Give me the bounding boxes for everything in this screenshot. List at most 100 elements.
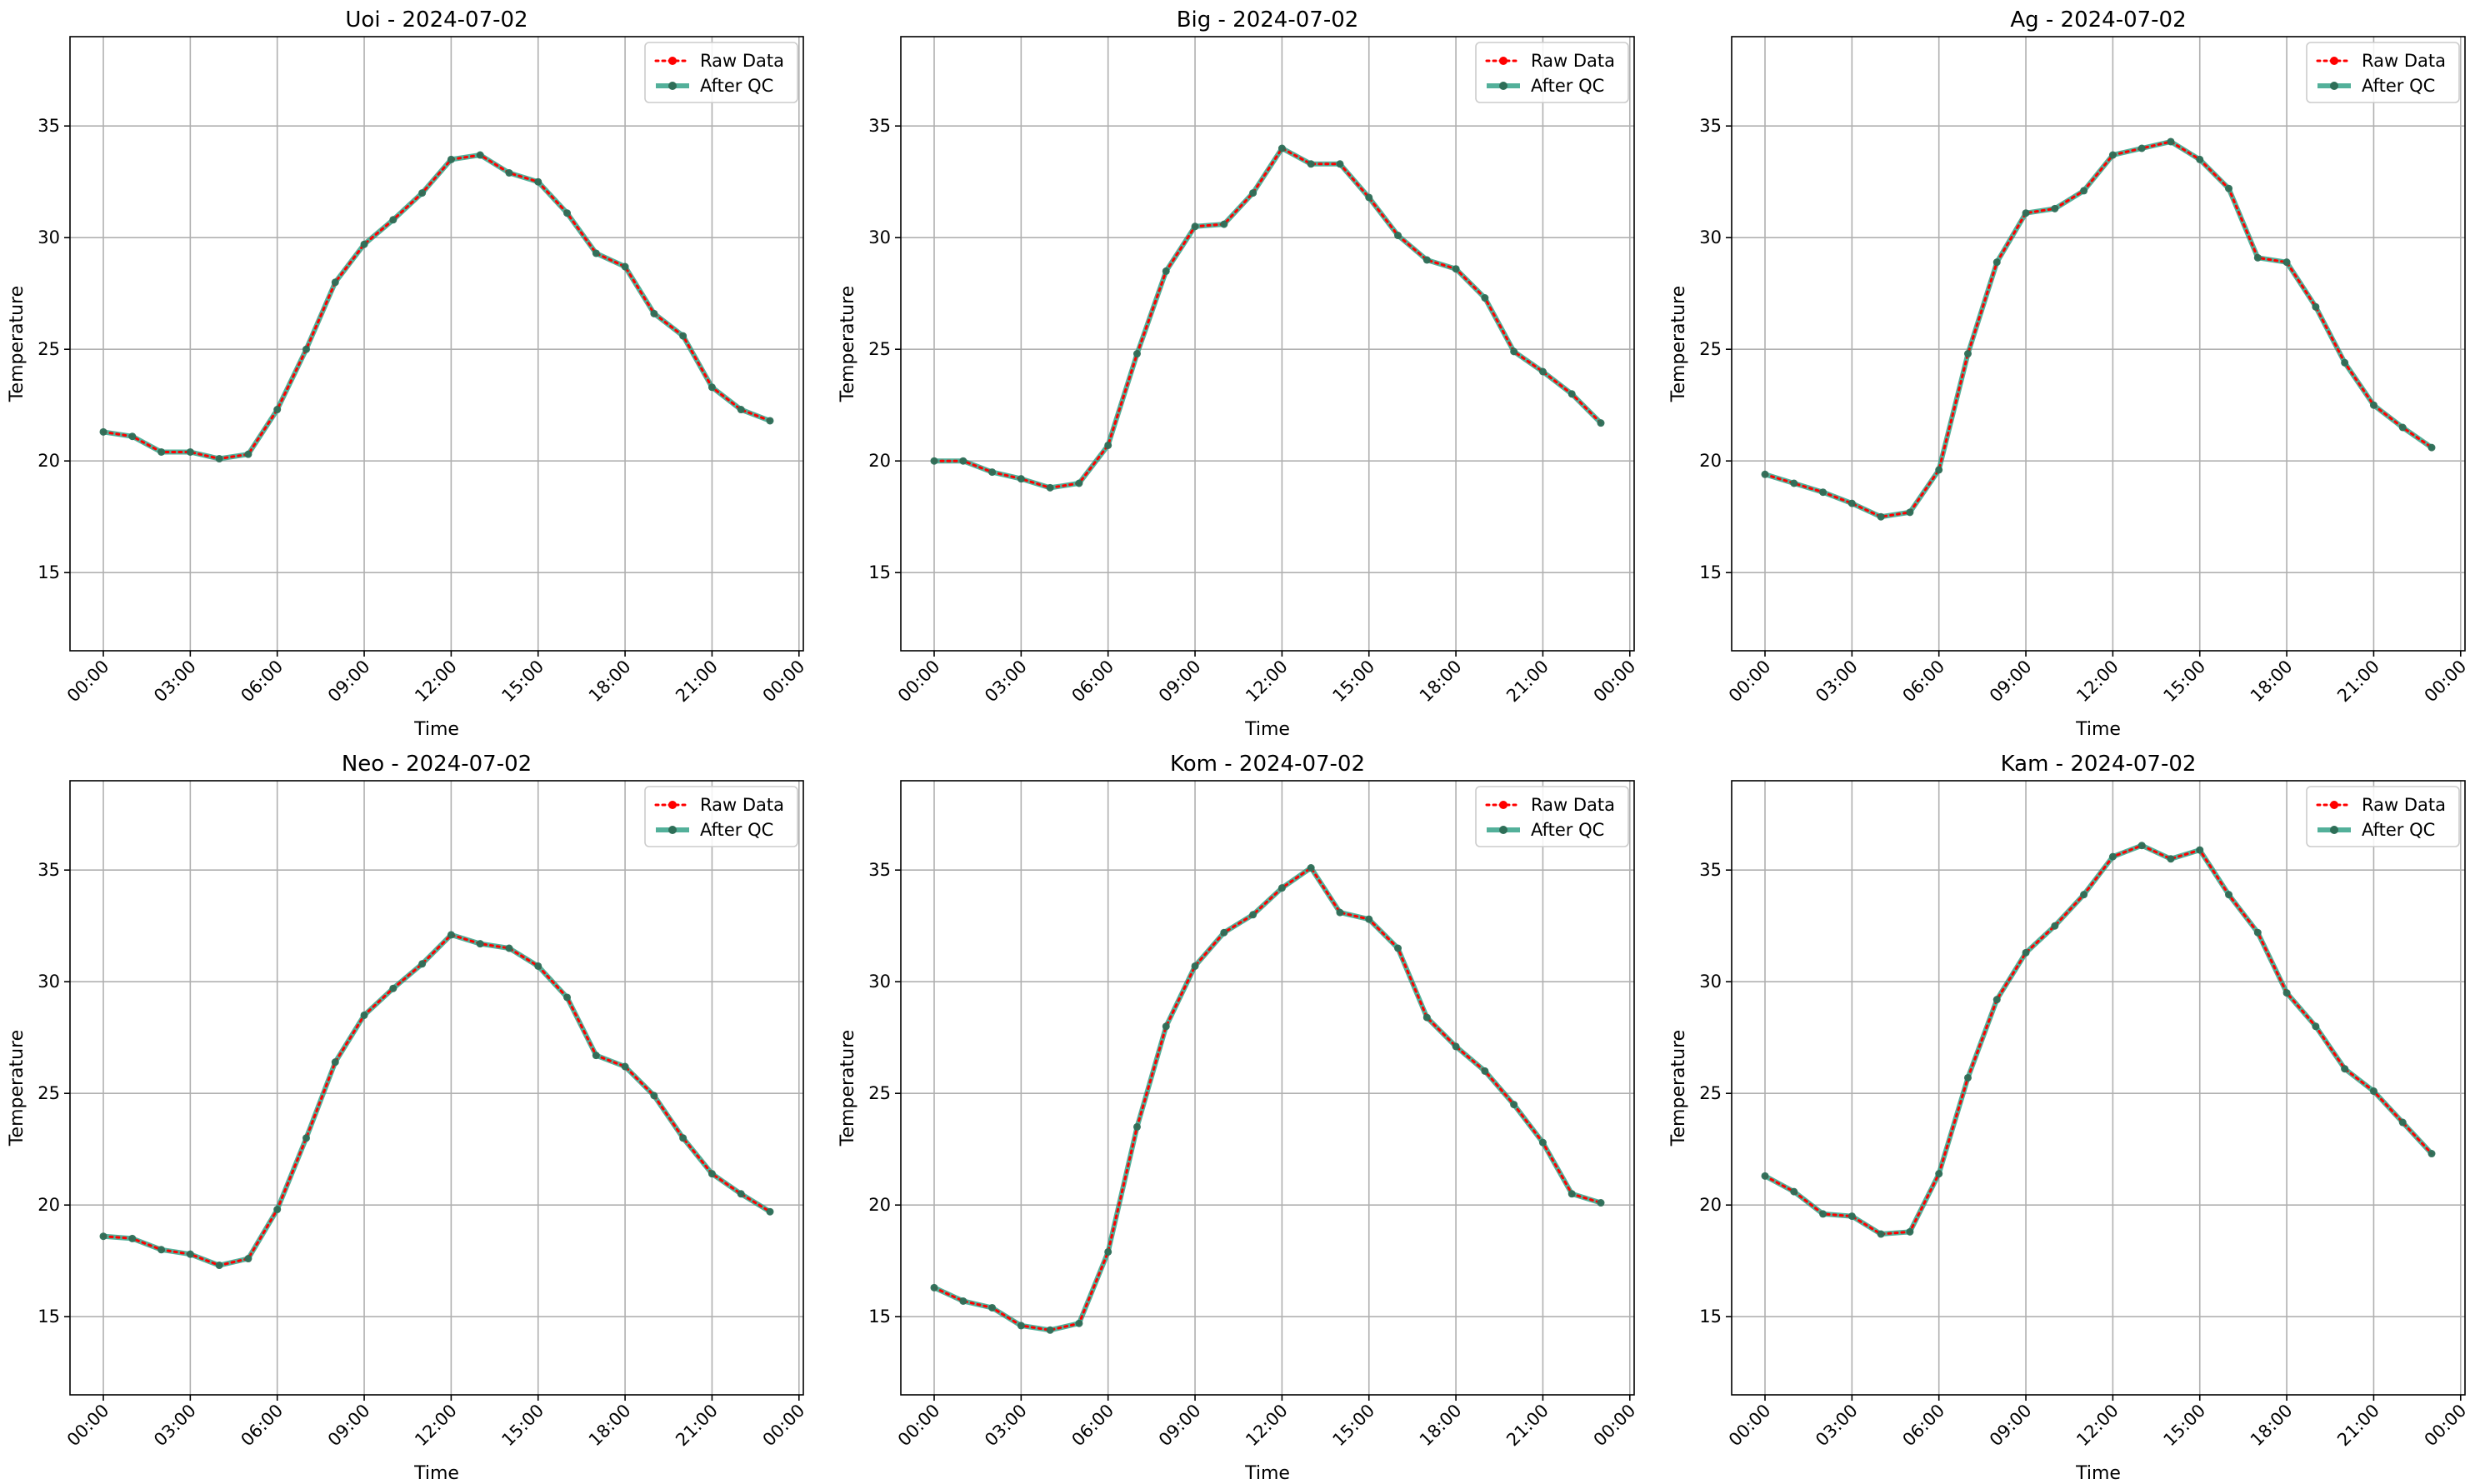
data-point [389, 216, 398, 224]
data-point [2167, 137, 2175, 146]
data-point [1790, 479, 1798, 487]
subplot-title: Big - 2024-07-02 [1177, 7, 1359, 32]
legend-raw-marker [2330, 801, 2338, 809]
data-point [679, 1134, 688, 1142]
data-point [99, 427, 108, 436]
x-axis-label: Time [2075, 1463, 2121, 1484]
grid [901, 37, 1634, 651]
x-tick-label: 06:00 [1898, 1401, 1948, 1451]
x-tick-label: 06:00 [237, 657, 287, 707]
x-tick-label: 00:00 [759, 657, 809, 707]
x-tick-label: 12:00 [2072, 1401, 2122, 1451]
y-tick-label: 15 [38, 562, 60, 582]
data-point [1819, 488, 1828, 497]
x-tick-label: 18:00 [2247, 1401, 2297, 1451]
x-axis-label: Time [413, 1463, 459, 1484]
x-tick-label: 18:00 [2247, 657, 2297, 707]
x-tick-label: 06:00 [1068, 657, 1118, 707]
legend-qc-marker [668, 82, 677, 90]
data-point [505, 168, 513, 177]
data-point [186, 447, 194, 456]
data-point [930, 457, 938, 465]
subplot-title: Uoi - 2024-07-02 [345, 7, 528, 32]
y-tick-label: 30 [868, 972, 891, 992]
x-tick-label: 21:00 [1502, 657, 1552, 707]
data-point [2253, 253, 2262, 262]
axes-frame [900, 36, 1635, 652]
data-point [1075, 1319, 1083, 1327]
x-tick-label: 00:00 [1725, 1401, 1775, 1451]
y-axis-label: Temperature [1668, 1030, 1689, 1147]
data-point [2080, 187, 2088, 195]
raw-data-line [102, 153, 772, 461]
subplot-title: Ag - 2024-07-02 [2010, 7, 2186, 32]
data-point [476, 940, 484, 948]
data-point [1597, 419, 1605, 427]
data-point [1935, 466, 1943, 474]
x-tick-label: 09:00 [324, 1401, 374, 1451]
x-tick-label: 18:00 [1416, 657, 1466, 707]
subplot-5: 15 20 25 30 35 00:00 03:00 06:00 09:00 12:00 15:00… [838, 752, 1639, 1484]
data-point [1191, 222, 1199, 231]
data-point [2138, 144, 2146, 152]
subplot-1: 15 20 25 30 35 00:00 03:00 06:00 09:00 12:00 15:00… [7, 7, 808, 740]
data-point [302, 1134, 310, 1142]
legend-qc-label: After QC [2362, 820, 2435, 840]
data-point [737, 406, 745, 414]
data-point [708, 1170, 716, 1178]
grid [70, 37, 803, 651]
data-point [360, 240, 368, 248]
x-tick-label: 00:00 [63, 1401, 113, 1451]
legend: Raw Data After QC [2306, 786, 2460, 847]
x-tick-label: 15:00 [1329, 657, 1379, 707]
y-tick-label: 25 [868, 339, 891, 359]
x-tick-label: 12:00 [411, 657, 461, 707]
raw-data-line [932, 866, 1602, 1332]
y-tick-label: 20 [1699, 1195, 1722, 1215]
legend-qc-label: After QC [700, 76, 773, 96]
data-point [679, 332, 688, 340]
x-tick-label: 03:00 [1812, 1401, 1862, 1451]
legend-raw-label: Raw Data [1531, 51, 1615, 71]
legend-raw-label: Raw Data [2362, 51, 2446, 71]
data-point [1510, 347, 1518, 356]
y-tick-label: 30 [38, 227, 60, 247]
data-point [447, 155, 455, 163]
data-point [1336, 160, 1344, 168]
y-tick-label: 15 [868, 1307, 891, 1327]
raw-data-line [102, 933, 772, 1267]
subplot-6: 15 20 25 30 35 00:00 03:00 06:00 09:00 12:00 15:00… [1668, 752, 2470, 1484]
data-point [1877, 1230, 1885, 1238]
x-tick-label: 12:00 [1242, 1401, 1292, 1451]
data-point [1422, 1013, 1431, 1022]
data-point [2369, 1087, 2378, 1096]
x-tick-label: 00:00 [894, 657, 944, 707]
data-point [1104, 441, 1112, 449]
axes-frame [69, 780, 804, 1396]
raw-data-line [932, 147, 1602, 489]
legend-raw-label: Raw Data [700, 51, 784, 71]
x-tick-label: 15:00 [2160, 1401, 2210, 1451]
raw-data-line [1763, 140, 2433, 518]
data-point [1249, 189, 1258, 197]
x-tick-label: 00:00 [2421, 657, 2471, 707]
axes-frame [1731, 36, 2466, 652]
x-axis-label: Time [1244, 1463, 1290, 1484]
data-point [1963, 350, 1972, 358]
data-point [1452, 1042, 1460, 1051]
x-tick-label: 18:00 [1416, 1401, 1466, 1451]
x-tick-label: 03:00 [150, 657, 200, 707]
data-point [1249, 911, 1258, 919]
data-point [2341, 1065, 2349, 1073]
data-point [360, 1011, 368, 1019]
y-tick-label: 25 [38, 339, 60, 359]
data-point [389, 984, 398, 992]
legend: Raw Data After QC [1475, 42, 1629, 103]
y-axis-label: Temperature [1668, 286, 1689, 402]
data-point [708, 383, 716, 392]
x-tick-label: 00:00 [894, 1401, 944, 1451]
y-tick-label: 30 [38, 972, 60, 992]
x-tick-label: 03:00 [150, 1401, 200, 1451]
data-point [1761, 1172, 1769, 1180]
data-point [2108, 151, 2117, 159]
